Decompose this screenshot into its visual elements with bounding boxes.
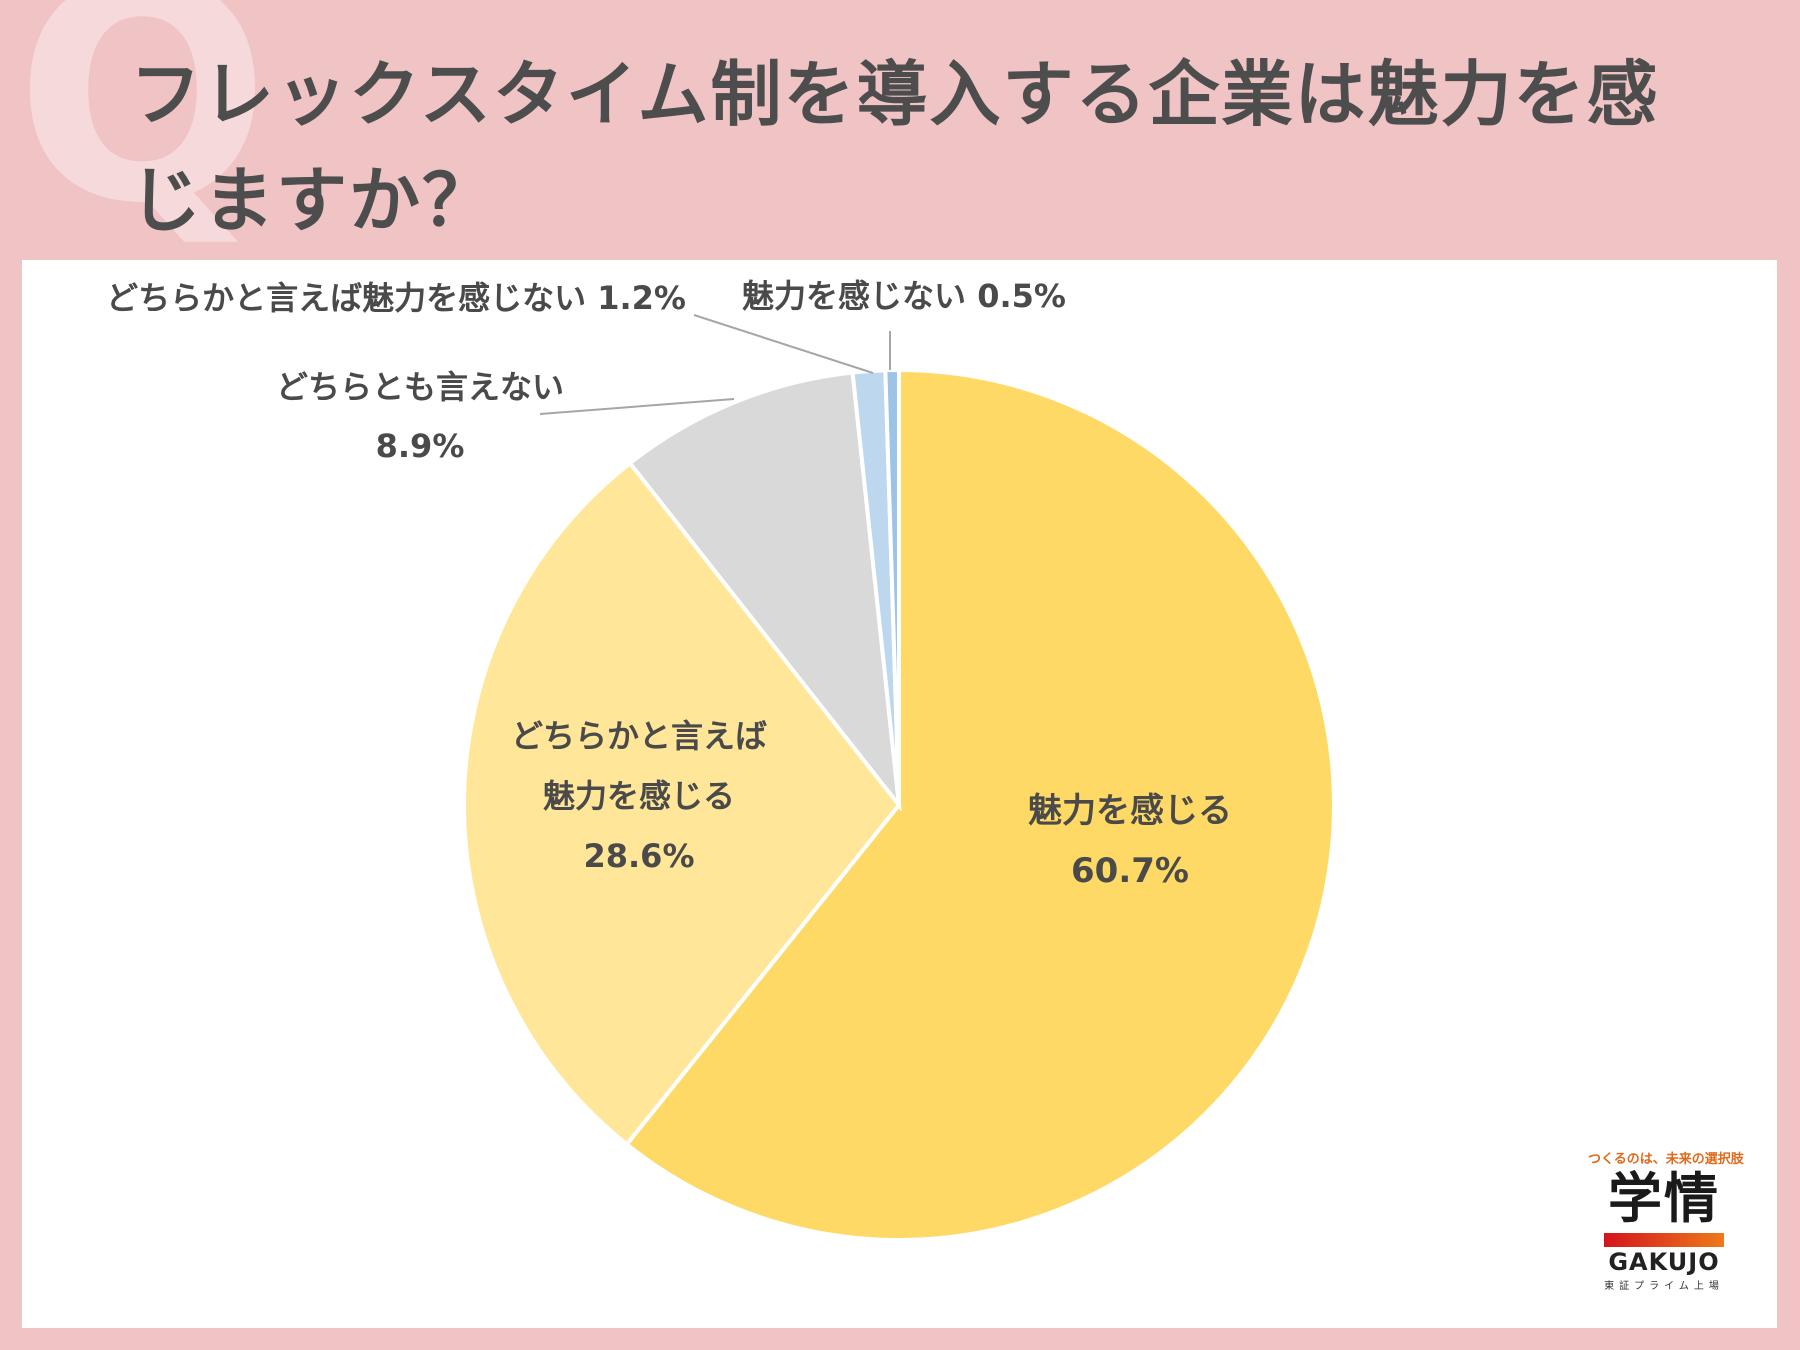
- logo-color-bar: [1604, 1233, 1724, 1247]
- slice-labels: 魅力を感じる 60.7% どちらかと言えば魅力を感じる 28.6% どちらとも言えない 8…: [106, 277, 1232, 891]
- pie-slice-3: [627, 370, 902, 812]
- leader-line-3: [539, 398, 735, 415]
- leader-lines: [539, 314, 891, 415]
- logo-wordmark: GAKUJO: [1608, 1248, 1720, 1276]
- data-label-1: 魅力を感じる 60.7%: [1028, 791, 1232, 891]
- gakujo-logo: つくるのは、未来の選択肢 学情 GAKUJO 東証プライム上場: [1588, 1148, 1744, 1316]
- data-label-5: 魅力を感じない 0.5%: [742, 277, 1066, 315]
- pie-chart: 魅力を感じる 60.7% どちらかと言えば魅力を感じる 28.6% どちらとも言えない 8…: [106, 277, 1336, 1242]
- page-title: フレックスタイム制を導入する企業は魅力を感じますか？: [130, 53, 1660, 242]
- chart-panel: 魅力を感じる 60.7% どちらかと言えば魅力を感じる 28.6% どちらとも言えない 8…: [22, 260, 1777, 1328]
- pie-slice-1: [623, 367, 1336, 1242]
- pie-slice-2: [462, 460, 902, 1148]
- data-label-2: どちらかと言えば魅力を感じる 28.6%: [511, 717, 767, 875]
- data-label-3: どちらとも言えない 8.9%: [276, 368, 564, 465]
- pie-slice-5: [883, 367, 901, 806]
- data-label-4: どちらかと言えば魅力を感じない 1.2%: [106, 279, 686, 317]
- logo-kanji: 学情: [1608, 1167, 1720, 1230]
- pie-slices: [462, 367, 1336, 1242]
- logo-subtext: 東証プライム上場: [1604, 1281, 1724, 1292]
- leader-line-4: [693, 314, 874, 374]
- logo-tagline: つくるのは、未来の選択肢: [1588, 1152, 1744, 1167]
